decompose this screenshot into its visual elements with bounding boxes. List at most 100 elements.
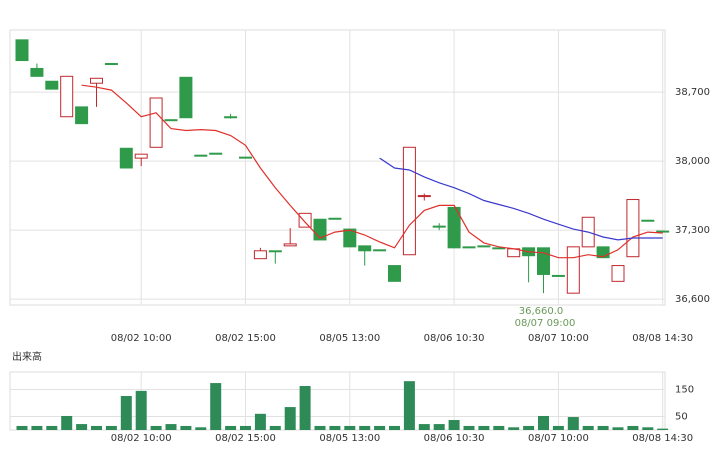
volume-bar bbox=[433, 424, 445, 430]
volume-bar bbox=[46, 425, 58, 430]
volume-bar bbox=[523, 425, 535, 430]
candle-body bbox=[209, 152, 223, 155]
volume-bar bbox=[552, 425, 564, 430]
volume-bar bbox=[76, 424, 88, 430]
annotation-time: 08/07 09:00 bbox=[515, 318, 576, 329]
candle-body bbox=[164, 119, 178, 122]
volume-bar bbox=[359, 425, 371, 430]
volume-bar bbox=[627, 425, 639, 430]
candle-body bbox=[104, 63, 118, 66]
candle-body bbox=[343, 228, 357, 248]
candle-body bbox=[492, 247, 506, 250]
candle-body bbox=[641, 219, 655, 222]
x-tick-label: 08/06 10:30 bbox=[424, 433, 485, 444]
candle-body bbox=[30, 67, 44, 77]
volume-bar bbox=[195, 427, 207, 430]
volume-bar bbox=[582, 425, 594, 430]
candle-body bbox=[611, 265, 625, 282]
candle-body bbox=[194, 154, 208, 157]
y-tick-label: 50 bbox=[675, 412, 688, 423]
volume-bar bbox=[642, 427, 654, 430]
candle-body bbox=[432, 225, 446, 228]
candle-body bbox=[239, 156, 252, 159]
x-tick-label: 08/05 13:00 bbox=[319, 333, 380, 344]
candle-body bbox=[462, 246, 476, 249]
y-tick-label: 38,700 bbox=[675, 87, 710, 98]
volume-bar bbox=[612, 427, 624, 430]
volume-bar bbox=[240, 425, 251, 430]
volume-bar bbox=[254, 413, 266, 430]
candle-body bbox=[283, 243, 297, 247]
candle-body bbox=[119, 147, 133, 169]
average-line bbox=[379, 157, 663, 241]
volume-bar bbox=[403, 381, 415, 430]
volume-bar bbox=[567, 417, 579, 430]
x-tick-label: 08/07 10:00 bbox=[528, 433, 589, 444]
price-frame bbox=[9, 29, 666, 306]
volume-bar bbox=[478, 425, 490, 430]
x-tick-label: 08/07 10:00 bbox=[528, 333, 589, 344]
annotation-price: 36,660.0 bbox=[519, 306, 564, 317]
candle-body bbox=[566, 246, 580, 294]
volume-bar bbox=[135, 390, 147, 430]
volume-bar bbox=[418, 424, 430, 430]
volume-bar bbox=[31, 425, 43, 430]
volume-bar bbox=[508, 427, 520, 430]
candle-body bbox=[388, 265, 401, 282]
volume-bar bbox=[314, 425, 326, 430]
candle-body bbox=[253, 250, 267, 260]
volume-bar bbox=[180, 425, 192, 430]
volume-bar bbox=[165, 424, 177, 430]
candle-body bbox=[268, 250, 282, 253]
x-tick-label: 08/06 10:30 bbox=[424, 333, 485, 344]
candle-body bbox=[477, 245, 491, 248]
candle-body bbox=[373, 249, 387, 252]
x-tick-label: 08/08 14:30 bbox=[632, 433, 693, 444]
candle-body bbox=[596, 246, 610, 259]
volume-bar bbox=[389, 425, 400, 430]
volume-bar bbox=[493, 425, 505, 430]
volume-bar bbox=[463, 425, 475, 430]
candle-body bbox=[626, 199, 640, 258]
candle-body bbox=[60, 75, 74, 118]
volume-bar bbox=[16, 425, 28, 430]
candle-body bbox=[45, 80, 59, 90]
candle-body bbox=[447, 206, 461, 249]
y-tick-label: 38,000 bbox=[675, 156, 710, 167]
x-tick-label: 08/02 10:00 bbox=[111, 433, 172, 444]
candle-body bbox=[656, 230, 670, 233]
volume-bar bbox=[538, 415, 549, 430]
x-tick-label: 08/02 10:00 bbox=[111, 333, 172, 344]
candle-body bbox=[224, 116, 238, 119]
volume-bar bbox=[329, 425, 341, 430]
candle-body bbox=[551, 274, 565, 277]
candle-body bbox=[134, 153, 148, 159]
volume-bar bbox=[284, 407, 296, 430]
volume-label: 出来高 bbox=[12, 350, 42, 363]
y-tick-label: 36,600 bbox=[675, 294, 710, 305]
volume-frame bbox=[9, 371, 666, 431]
volume-bar bbox=[299, 386, 311, 430]
candle-body bbox=[358, 245, 372, 252]
volume-bar bbox=[61, 415, 73, 430]
average-line bbox=[81, 84, 663, 259]
volume-bar bbox=[150, 425, 162, 430]
volume-bar bbox=[374, 425, 386, 430]
volume-bar bbox=[105, 425, 117, 430]
candle-body bbox=[15, 39, 29, 62]
volume-bar bbox=[657, 428, 669, 430]
volume-bar bbox=[225, 425, 237, 430]
candle-body bbox=[417, 195, 431, 198]
volume-bar bbox=[597, 425, 609, 430]
volume-bar bbox=[269, 425, 281, 430]
x-tick-label: 08/02 15:00 bbox=[215, 333, 276, 344]
x-tick-label: 08/02 15:00 bbox=[215, 433, 276, 444]
candle-body bbox=[328, 217, 342, 220]
y-tick-label: 37,300 bbox=[675, 225, 710, 236]
volume-bar bbox=[344, 425, 356, 430]
candle-body bbox=[537, 247, 550, 275]
candle-body bbox=[149, 97, 163, 148]
candle-body bbox=[298, 212, 312, 228]
volume-bar bbox=[210, 383, 222, 430]
